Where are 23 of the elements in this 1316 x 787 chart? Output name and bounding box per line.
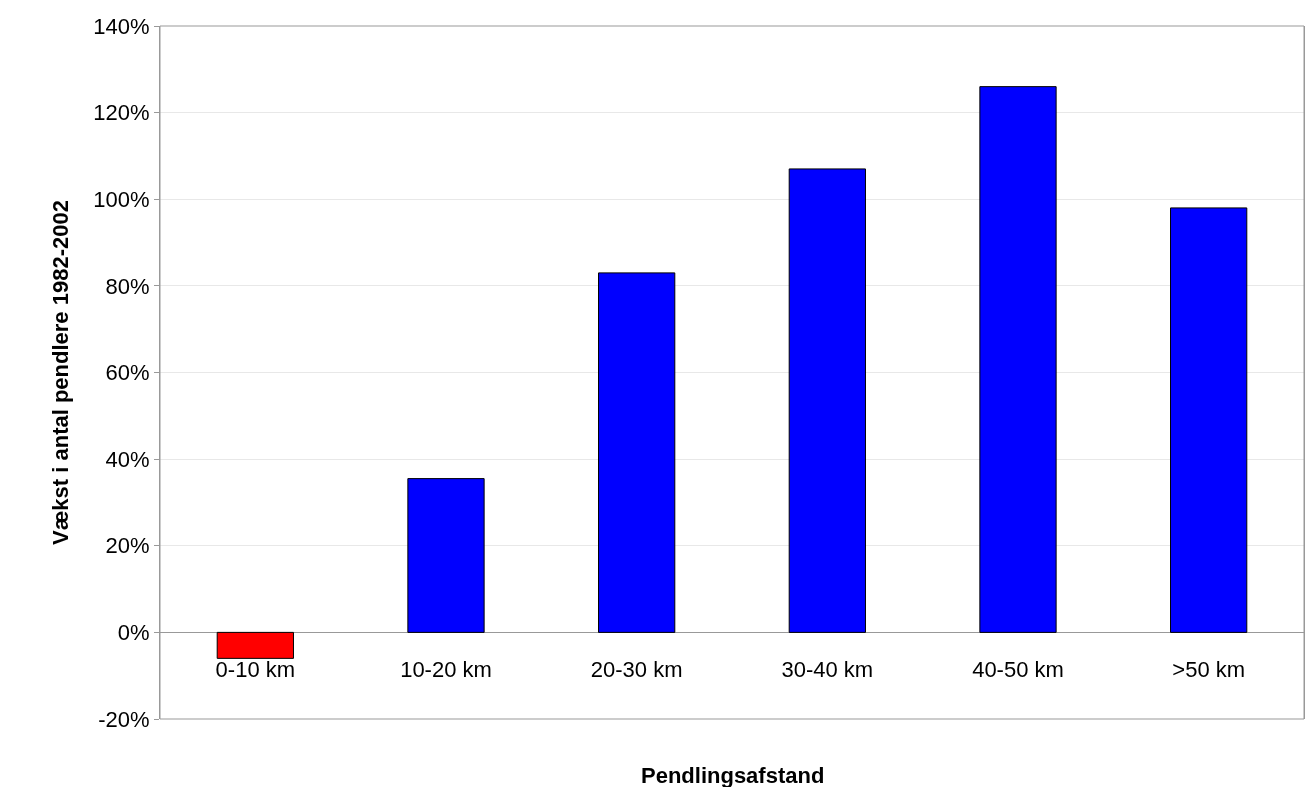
bar [407,478,485,633]
bar [1170,207,1248,633]
y-tick-label: 40% [105,446,150,472]
bar [598,272,676,633]
y-tick-label: -20% [98,706,150,732]
x-tick-label: 40-50 km [972,657,1064,683]
bar [979,86,1057,633]
y-tick-label: 20% [105,533,150,559]
y-tick-label: 60% [105,360,150,386]
y-tick-label: 80% [105,273,150,299]
x-tick-label: 30-40 km [781,657,874,683]
x-tick-label: 10-20 km [400,657,492,683]
x-tick-label: 20-30 km [590,657,683,683]
y-tick-label: 100% [93,186,150,212]
y-tick-label: 0% [117,620,150,646]
x-axis-title: Pendlingsafstand [641,763,825,787]
y-tick-label: 120% [93,100,150,126]
bar [216,631,294,659]
x-tick-label: >50 km [1172,657,1246,683]
y-tick-label: 140% [93,13,150,39]
y-axis-title: Vækst i antal pendlere 1982-2002 [48,200,74,545]
x-tick-label: 0-10 km [215,657,296,683]
bar [788,168,866,633]
